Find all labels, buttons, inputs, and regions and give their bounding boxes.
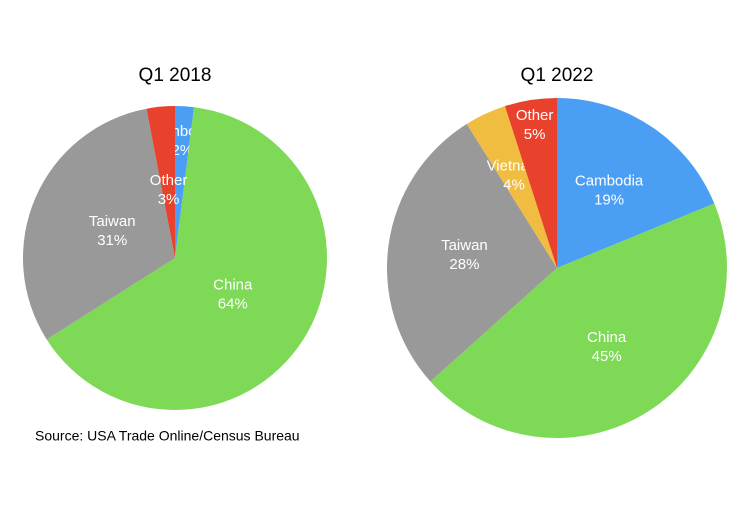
slice-value-label: 19%: [594, 191, 624, 208]
pie-slice: [22, 108, 176, 340]
source-note: Source: USA Trade Online/Census Bureau: [35, 428, 300, 444]
chart-title: Q1 2018: [139, 65, 212, 86]
slice-label: Taiwan: [89, 213, 136, 230]
pie-slice: [46, 107, 327, 410]
slice-label: China: [213, 277, 253, 294]
pie-slice: [430, 203, 727, 439]
slice-value-label: 45%: [592, 348, 622, 365]
slice-label: China: [587, 329, 627, 346]
slice-value-label: 4%: [503, 176, 525, 193]
slice-value-label: 31%: [97, 232, 127, 249]
slice-label: Taiwan: [441, 237, 488, 254]
pie-slice: [557, 98, 715, 268]
pie-slice: [387, 123, 557, 382]
pie-slice: [504, 98, 557, 268]
pie-slice: [146, 106, 175, 258]
pie-slice: [175, 106, 195, 258]
chart-title: Q1 2022: [521, 65, 594, 86]
slice-value-label: 3%: [158, 191, 180, 208]
slice-label: Other: [150, 172, 188, 189]
slice-value-label: 64%: [218, 296, 248, 313]
slice-label: Other: [516, 107, 554, 124]
slice-value-label: 2%: [172, 142, 194, 159]
slice-value-label: 5%: [524, 126, 546, 143]
slice-value-label: 28%: [449, 256, 479, 273]
slice-label: Cambodia: [575, 172, 644, 189]
pie-slice: [466, 106, 557, 268]
